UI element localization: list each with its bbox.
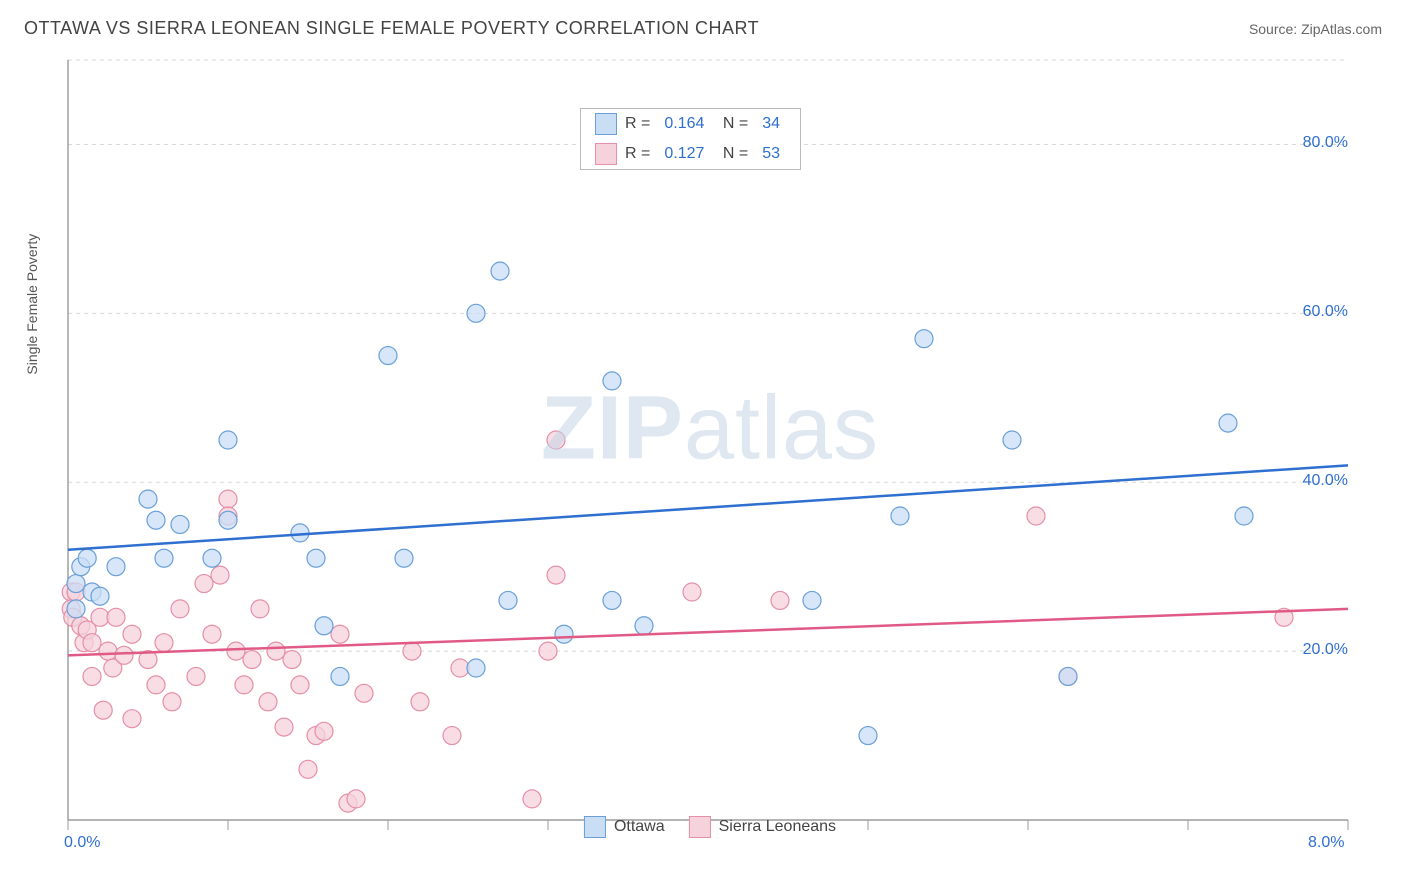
swatch-sierra xyxy=(595,143,617,165)
legend-item-sierra: Sierra Leoneans xyxy=(689,816,836,838)
stat-n-value-ottawa: 34 xyxy=(762,115,780,133)
stat-r-label: R = xyxy=(625,115,650,133)
legend-label-ottawa: Ottawa xyxy=(614,818,665,836)
stat-r-label: R = xyxy=(625,145,650,163)
stat-r-value-sierra: 0.127 xyxy=(664,145,704,163)
y-axis-label: Single Female Poverty xyxy=(24,234,40,375)
y-tick-label: 80.0% xyxy=(1288,134,1348,152)
swatch-ottawa xyxy=(584,816,606,838)
legend-label-sierra: Sierra Leoneans xyxy=(719,818,836,836)
x-axis-left-label: 0.0% xyxy=(64,834,100,852)
chart-area: Single Female Poverty ZIPatlas R = 0.164… xyxy=(40,50,1380,840)
stat-n-label: N = xyxy=(718,115,748,133)
y-tick-label: 20.0% xyxy=(1288,641,1348,659)
stat-n-label: N = xyxy=(718,145,748,163)
stat-n-value-sierra: 53 xyxy=(762,145,780,163)
y-tick-label: 60.0% xyxy=(1288,303,1348,321)
x-axis-right-label: 8.0% xyxy=(1308,834,1344,852)
legend-stats-row-ottawa: R = 0.164 N = 34 xyxy=(581,109,800,139)
y-tick-label: 40.0% xyxy=(1288,472,1348,490)
stat-r-value-ottawa: 0.164 xyxy=(664,115,704,133)
chart-header: OTTAWA VS SIERRA LEONEAN SINGLE FEMALE P… xyxy=(0,0,1406,47)
legend-stats: R = 0.164 N = 34 R = 0.127 N = 53 xyxy=(580,108,801,170)
legend-item-ottawa: Ottawa xyxy=(584,816,665,838)
chart-title: OTTAWA VS SIERRA LEONEAN SINGLE FEMALE P… xyxy=(24,18,759,39)
legend-bottom: Ottawa Sierra Leoneans xyxy=(584,816,836,838)
swatch-sierra xyxy=(689,816,711,838)
swatch-ottawa xyxy=(595,113,617,135)
chart-source: Source: ZipAtlas.com xyxy=(1249,21,1382,37)
legend-stats-row-sierra: R = 0.127 N = 53 xyxy=(581,139,800,169)
